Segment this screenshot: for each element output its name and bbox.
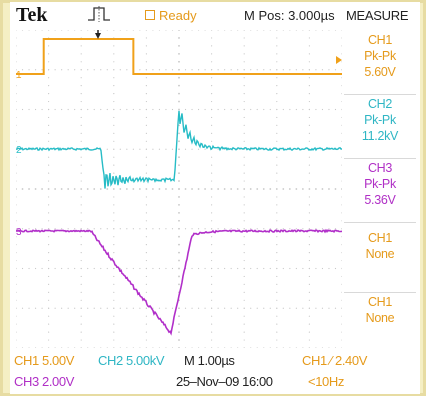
measurement-5[interactable]: CH1 None — [344, 294, 416, 356]
measurement-2-type: Pk-Pk — [364, 113, 396, 127]
measurement-3-value: 5.36V — [364, 193, 396, 207]
status-square-icon — [145, 10, 155, 20]
ch3-ground-marker: 3 — [16, 227, 22, 238]
measurement-3-source: CH3 — [367, 161, 393, 175]
brand-logo: Tek — [16, 4, 48, 26]
measurement-1-source: CH1 — [367, 33, 393, 47]
measurement-1-type: Pk-Pk — [364, 49, 396, 63]
measurement-1-value: 5.60V — [364, 65, 396, 79]
acquisition-status: Ready — [145, 8, 197, 23]
trigger-position-marker — [95, 30, 101, 39]
status-bar: Tek Ready M Pos: 3.000µs MEASURE — [10, 2, 420, 29]
ch1-ground-marker: 1 — [16, 70, 22, 81]
trigger-level-marker — [336, 56, 342, 64]
measurement-4-type: None — [365, 247, 395, 261]
measurement-3[interactable]: CH3 Pk-Pk 5.36V — [344, 160, 416, 223]
ch1-waveform — [16, 38, 342, 75]
measure-panel: CH1 Pk-Pk 5.60V CH2 Pk-Pk 11.2kV CH3 Pk-… — [344, 30, 418, 348]
ch3-scale[interactable]: CH3 2.00V — [14, 374, 74, 389]
measurement-5-source: CH1 — [367, 295, 393, 309]
measurement-2[interactable]: CH2 Pk-Pk 11.2kV — [344, 96, 416, 159]
measurement-2-value: 11.2kV — [361, 129, 399, 143]
date-time: 25–Nov–09 16:00 — [176, 374, 273, 389]
waveform-graticule: 1 2 3 — [16, 30, 342, 348]
ch3-waveform — [16, 228, 342, 336]
settings-bar: CH1 5.00V CH2 5.00kV M 1.00µs CH1 ∕ 2.40… — [10, 350, 420, 394]
measurement-3-type: Pk-Pk — [364, 177, 396, 191]
ch1-scale[interactable]: CH1 5.00V — [14, 353, 74, 368]
trigger-setting[interactable]: CH1 ∕ 2.40V — [302, 353, 367, 368]
measurement-5-type: None — [365, 311, 395, 325]
trigger-pulse-icon — [88, 6, 110, 22]
graticule-grid — [16, 30, 342, 348]
horizontal-position: M Pos: 3.000µs — [244, 8, 335, 23]
measurement-1[interactable]: CH1 Pk-Pk 5.60V — [344, 32, 416, 95]
measure-menu-title[interactable]: MEASURE — [346, 8, 409, 23]
waveform-plot: 1 2 3 — [16, 30, 342, 348]
measurement-4-source: CH1 — [367, 231, 393, 245]
ch2-scale[interactable]: CH2 5.00kV — [98, 353, 165, 368]
acquisition-status-label: Ready — [159, 8, 197, 23]
time-scale[interactable]: M 1.00µs — [184, 353, 235, 368]
trigger-frequency: <10Hz — [308, 374, 344, 389]
measurement-4[interactable]: CH1 None — [344, 230, 416, 293]
measurement-2-source: CH2 — [367, 97, 393, 111]
ch2-ground-marker: 2 — [16, 145, 22, 156]
oscilloscope-screen: Tek Ready M Pos: 3.000µs MEASURE 1 2 3 — [10, 2, 420, 394]
ch2-waveform — [16, 110, 342, 189]
